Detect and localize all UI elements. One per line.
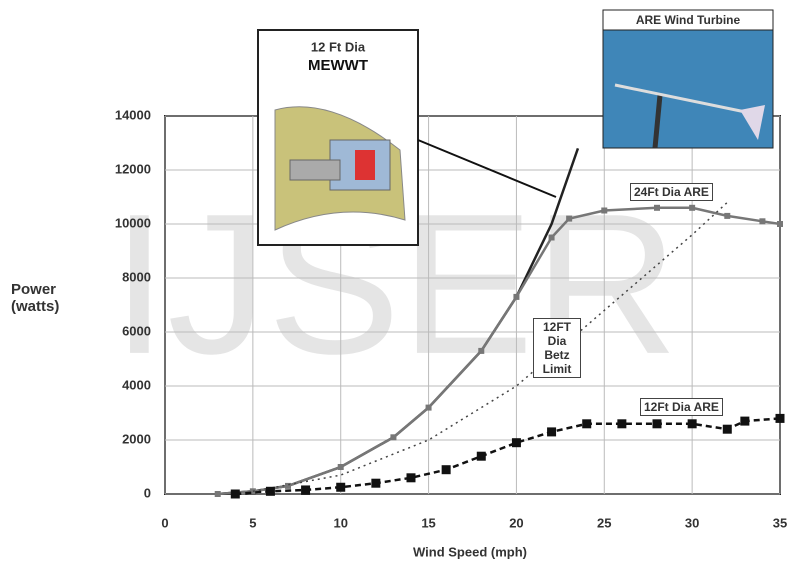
data-point xyxy=(442,465,451,474)
series-label: 12Ft Dia ARE xyxy=(640,398,723,416)
data-point xyxy=(654,205,660,211)
y-tick-label: 0 xyxy=(144,485,151,500)
data-point xyxy=(740,417,749,426)
x-tick-label: 10 xyxy=(333,515,347,530)
y-tick-label: 12000 xyxy=(115,161,151,176)
data-point xyxy=(407,473,416,482)
inset-title: MEWWT xyxy=(308,57,368,74)
data-point xyxy=(724,213,730,219)
data-point xyxy=(513,294,519,300)
data-point xyxy=(688,419,697,428)
data-point xyxy=(617,419,626,428)
data-point xyxy=(723,425,732,434)
x-tick-label: 20 xyxy=(509,515,523,530)
data-point xyxy=(601,208,607,214)
inset-title: ARE Wind Turbine xyxy=(636,13,741,27)
turbine-drawing xyxy=(290,160,340,180)
data-point xyxy=(336,483,345,492)
inset-title: 12 Ft Dia xyxy=(311,39,366,54)
x-tick-label: 5 xyxy=(249,515,256,530)
inset-photo xyxy=(603,10,773,148)
data-point xyxy=(478,348,484,354)
turbine-drawing xyxy=(355,150,375,180)
y-tick-label: 6000 xyxy=(122,323,151,338)
data-point xyxy=(426,405,432,411)
series-label: 24Ft Dia ARE xyxy=(630,183,713,201)
data-point xyxy=(512,438,521,447)
data-point xyxy=(301,485,310,494)
x-tick-label: 25 xyxy=(597,515,611,530)
data-point xyxy=(371,479,380,488)
y-tick-label: 2000 xyxy=(122,431,151,446)
data-point xyxy=(477,452,486,461)
data-point xyxy=(549,235,555,241)
series-line xyxy=(235,418,780,494)
data-point xyxy=(689,205,695,211)
x-tick-label: 15 xyxy=(421,515,435,530)
data-point xyxy=(215,491,221,497)
y-axis-label: Power (watts) xyxy=(8,280,84,316)
y-tick-label: 8000 xyxy=(122,269,151,284)
y-tick-label: 10000 xyxy=(115,215,151,230)
data-point xyxy=(759,218,765,224)
page: IJSER Power (watts) Wind Speed (mph) 020… xyxy=(0,0,795,567)
series-label: 12FT Dia Betz Limit xyxy=(533,318,581,378)
data-point xyxy=(776,414,785,423)
data-point xyxy=(338,464,344,470)
chart: IJSER Power (watts) Wind Speed (mph) 020… xyxy=(0,0,795,567)
x-tick-label: 35 xyxy=(773,515,787,530)
data-point xyxy=(566,216,572,222)
x-tick-label: 30 xyxy=(685,515,699,530)
x-axis-label: Wind Speed (mph) xyxy=(413,544,527,559)
x-tick-label: 0 xyxy=(161,515,168,530)
data-point xyxy=(231,490,240,499)
data-point xyxy=(777,221,783,227)
data-point xyxy=(653,419,662,428)
data-point xyxy=(547,427,556,436)
data-point xyxy=(266,487,275,496)
y-tick-label: 14000 xyxy=(115,107,151,122)
data-point xyxy=(582,419,591,428)
y-tick-label: 4000 xyxy=(122,377,151,392)
data-point xyxy=(390,434,396,440)
